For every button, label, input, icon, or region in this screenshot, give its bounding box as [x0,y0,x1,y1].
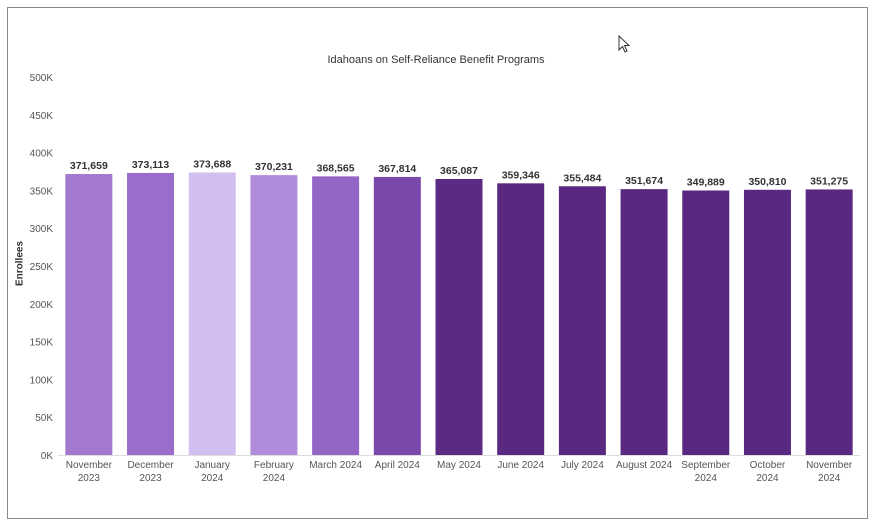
bar [435,178,483,455]
data-label: 351,674 [625,175,663,187]
chart-title: Idahoans on Self-Reliance Benefit Progra… [327,54,545,66]
x-tick-label: June 2024 [497,460,544,471]
y-tick-label: 50K [35,413,53,424]
bar [65,174,113,455]
x-tick-label: 2024 [695,473,718,484]
x-tick-label: March 2024 [309,460,362,471]
data-label: 349,889 [687,176,725,188]
x-tick-label: 2024 [756,473,779,484]
x-tick-label: August 2024 [616,460,673,471]
bar [682,190,730,455]
data-label: 359,346 [502,169,540,181]
x-tick-label: May 2024 [437,460,481,471]
bar [743,189,791,455]
mouse-pointer-icon [618,35,631,53]
bar [373,176,421,455]
bar [497,183,545,456]
y-tick-label: 400K [30,149,54,160]
y-tick-label: 100K [30,375,54,386]
bar [127,172,175,455]
bar [805,189,853,455]
data-label: 371,659 [70,160,108,172]
y-tick-label: 250K [30,262,54,273]
bar [620,189,668,455]
bar [188,172,236,455]
data-label: 368,565 [317,162,355,174]
x-tick-label: November [806,460,853,471]
x-tick-label: September [681,460,731,471]
data-label: 367,814 [378,163,416,175]
x-tick-label: January [194,460,230,471]
data-label: 365,087 [440,165,478,177]
y-tick-label: 500K [30,73,54,84]
data-label: 355,484 [563,172,601,184]
bar [312,176,360,455]
x-tick-label: 2023 [78,473,101,484]
x-tick-label: 2024 [818,473,841,484]
data-label: 351,275 [810,175,848,187]
y-tick-label: 350K [30,186,54,197]
x-tick-label: 2024 [201,473,224,484]
x-tick-label: December [127,460,174,471]
y-tick-label: 450K [30,111,54,122]
y-tick-label: 200K [30,300,54,311]
x-tick-label: July 2024 [561,460,604,471]
x-tick-label: February [254,460,294,471]
data-label: 370,231 [255,161,293,173]
bar [250,175,298,456]
x-tick-label: 2024 [263,473,286,484]
x-tick-label: October [750,460,786,471]
data-label: 373,688 [193,158,231,170]
data-label: 350,810 [748,176,786,188]
y-tick-label: 300K [30,224,54,235]
y-tick-label: 150K [30,338,54,349]
data-label: 373,113 [132,159,170,171]
y-tick-label: 0K [41,451,54,462]
x-tick-label: November [66,460,113,471]
bar [558,186,606,455]
x-tick-label: April 2024 [375,460,420,471]
x-tick-label: 2023 [139,473,162,484]
